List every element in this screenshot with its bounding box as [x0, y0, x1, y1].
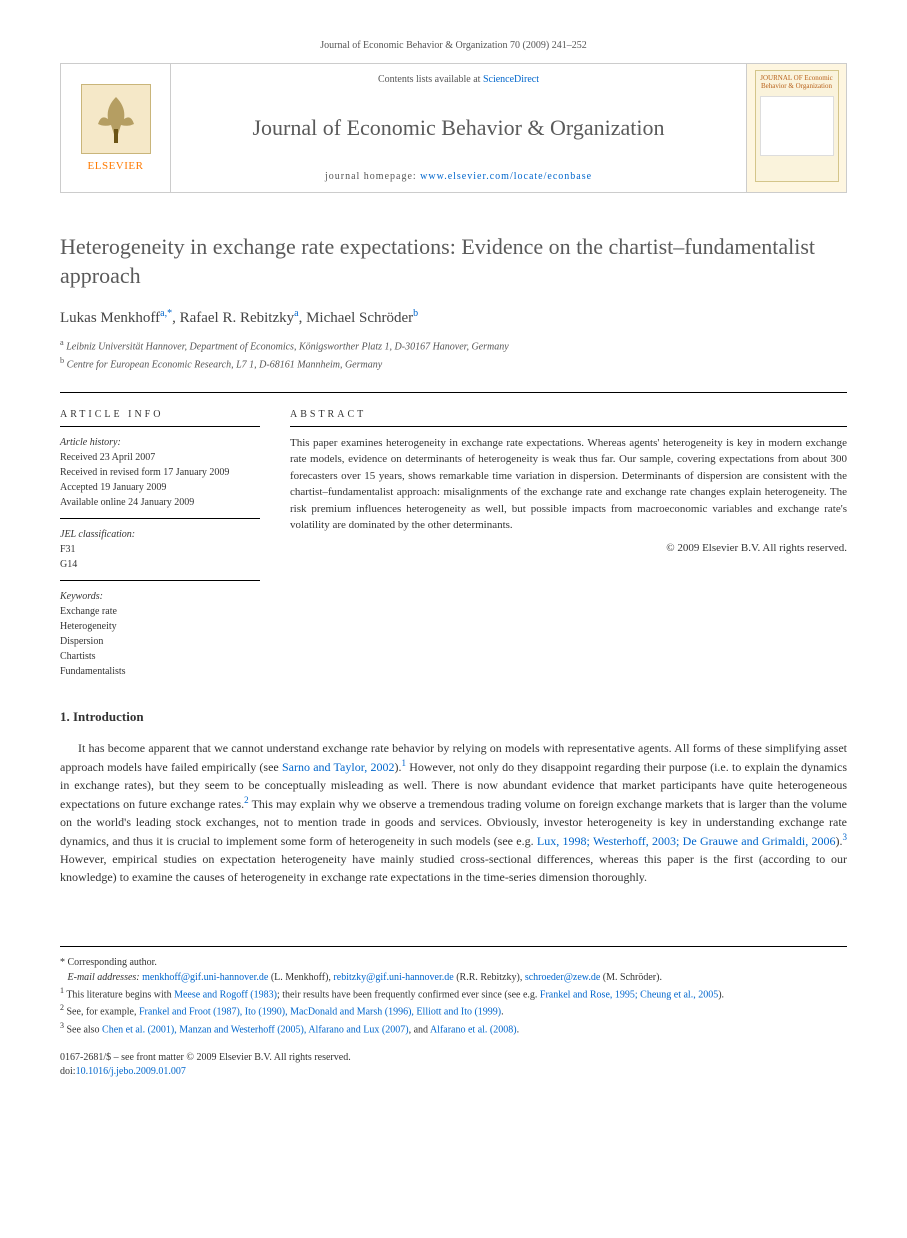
article-info-column: ARTICLE INFO Article history: Received 2… — [60, 407, 260, 679]
fn2-b: . — [501, 1007, 504, 1018]
issn-line: 0167-2681/$ – see front matter © 2009 El… — [60, 1051, 847, 1065]
cite-chen-etal[interactable]: Chen et al. (2001), Manzan and Westerhof… — [102, 1024, 409, 1035]
abstract-copyright: © 2009 Elsevier B.V. All rights reserved… — [290, 540, 847, 557]
cite-frankel-cheung[interactable]: Frankel and Rose, 1995; Cheung et al., 2… — [540, 989, 718, 1000]
publisher-name: ELSEVIER — [88, 160, 144, 172]
keyword-5: Fundamentalists — [60, 664, 260, 679]
corresponding-author: * Corresponding author. — [60, 955, 847, 970]
email2-name: (R.R. Rebitzky), — [454, 972, 525, 983]
journal-banner: ELSEVIER Contents lists available at Sci… — [60, 63, 847, 193]
accepted-date: Accepted 19 January 2009 — [60, 480, 260, 495]
email-menkhoff[interactable]: menkhoff@gif.uni-hannover.de — [142, 972, 268, 983]
journal-cover-thumbnail: JOURNAL OF Economic Behavior & Organizat… — [755, 70, 839, 182]
cite-meese-rogoff[interactable]: Meese and Rogoff (1983) — [174, 989, 277, 1000]
fn1-a: This literature begins with — [66, 989, 174, 1000]
info-abstract-row: ARTICLE INFO Article history: Received 2… — [60, 392, 847, 679]
online-date: Available online 24 January 2009 — [60, 495, 260, 510]
jel-label: JEL classification: — [60, 527, 260, 542]
keyword-2: Heterogeneity — [60, 619, 260, 634]
homepage-link[interactable]: www.elsevier.com/locate/econbase — [420, 171, 592, 182]
author-1: Lukas Menkhoff — [60, 310, 160, 326]
author-2: Rafael R. Rebitzky — [180, 310, 295, 326]
fn1-b: ; their results have been frequently con… — [277, 989, 540, 1000]
p1-text-e: ). — [836, 834, 843, 848]
p1-text-f: However, empirical studies on expectatio… — [60, 852, 847, 884]
intro-paragraph-1: It has become apparent that we cannot un… — [60, 739, 847, 886]
banner-center: Contents lists available at ScienceDirec… — [171, 64, 746, 192]
footnote-ref-3[interactable]: 3 — [843, 832, 848, 842]
elsevier-tree-icon — [81, 84, 151, 154]
author-list: Lukas Menkhoffa,*, Rafael R. Rebitzkya, … — [60, 308, 847, 327]
footnote-2: 2 See, for example, Frankel and Froot (1… — [60, 1002, 847, 1019]
email-schroeder[interactable]: schroeder@zew.de — [525, 972, 600, 983]
homepage-prefix: journal homepage: — [325, 171, 420, 182]
sciencedirect-link[interactable]: ScienceDirect — [483, 74, 539, 85]
doi-link[interactable]: 10.1016/j.jebo.2009.01.007 — [76, 1066, 186, 1077]
affiliation-a: Leibniz Universität Hannover, Department… — [66, 342, 508, 353]
affiliations: a Leibniz Universität Hannover, Departme… — [60, 337, 847, 372]
homepage-line: journal homepage: www.elsevier.com/locat… — [171, 171, 746, 182]
received-date: Received 23 April 2007 — [60, 450, 260, 465]
fn3-c: . — [517, 1024, 520, 1035]
revised-date: Received in revised form 17 January 2009 — [60, 465, 260, 480]
journal-name: Journal of Economic Behavior & Organizat… — [171, 115, 746, 141]
abstract-label: ABSTRACT — [290, 407, 847, 427]
affiliation-b: Centre for European Economic Research, L… — [67, 359, 383, 370]
author-3-affil-link[interactable]: b — [413, 308, 418, 319]
author-2-affil-link[interactable]: a — [294, 308, 298, 319]
article-info-label: ARTICLE INFO — [60, 407, 260, 427]
keyword-3: Dispersion — [60, 634, 260, 649]
footnote-3: 3 See also Chen et al. (2001), Manzan an… — [60, 1020, 847, 1037]
keywords-label: Keywords: — [60, 589, 260, 604]
abstract-column: ABSTRACT This paper examines heterogenei… — [290, 407, 847, 679]
fn3-a: See also — [67, 1024, 103, 1035]
doi-label: doi: — [60, 1066, 76, 1077]
article-title: Heterogeneity in exchange rate expectati… — [60, 233, 847, 290]
jel-code-1: F31 — [60, 542, 260, 557]
contents-line: Contents lists available at ScienceDirec… — [171, 74, 746, 85]
publisher-logo-box: ELSEVIER — [61, 64, 171, 192]
author-1-affil-link[interactable]: a,* — [160, 308, 172, 319]
journal-cover-box: JOURNAL OF Economic Behavior & Organizat… — [746, 64, 846, 192]
keyword-4: Chartists — [60, 649, 260, 664]
cite-frankel-froot-etal[interactable]: Frankel and Froot (1987), Ito (1990), Ma… — [139, 1007, 501, 1018]
page-footer: 0167-2681/$ – see front matter © 2009 El… — [60, 1051, 847, 1079]
email-label: E-mail addresses: — [68, 972, 140, 983]
fn1-c: ). — [718, 989, 724, 1000]
history-label: Article history: — [60, 435, 260, 450]
footnotes-block: * Corresponding author. E-mail addresses… — [60, 946, 847, 1037]
email-rebitzky[interactable]: rebitzky@gif.uni-hannover.de — [333, 972, 453, 983]
footnote-1: 1 This literature begins with Meese and … — [60, 985, 847, 1002]
email3-name: (M. Schröder). — [600, 972, 662, 983]
cite-sarno-taylor[interactable]: Sarno and Taylor, 2002 — [282, 760, 394, 774]
running-header: Journal of Economic Behavior & Organizat… — [60, 40, 847, 51]
abstract-text: This paper examines heterogeneity in exc… — [290, 435, 847, 534]
author-3: Michael Schröder — [306, 310, 413, 326]
keyword-1: Exchange rate — [60, 604, 260, 619]
jel-code-2: G14 — [60, 557, 260, 572]
fn2-a: See, for example, — [67, 1007, 139, 1018]
email-line: E-mail addresses: menkhoff@gif.uni-hanno… — [60, 970, 847, 985]
cite-alfarano-2008[interactable]: Alfarano et al. (2008) — [430, 1024, 517, 1035]
section-1-heading: 1. Introduction — [60, 709, 847, 725]
contents-prefix: Contents lists available at — [378, 74, 483, 85]
email1-name: (L. Menkhoff), — [268, 972, 333, 983]
fn3-b: , and — [409, 1024, 430, 1035]
cover-title: JOURNAL OF Economic Behavior & Organizat… — [758, 75, 836, 90]
cite-lux-etal[interactable]: Lux, 1998; Westerhoff, 2003; De Grauwe a… — [537, 834, 836, 848]
